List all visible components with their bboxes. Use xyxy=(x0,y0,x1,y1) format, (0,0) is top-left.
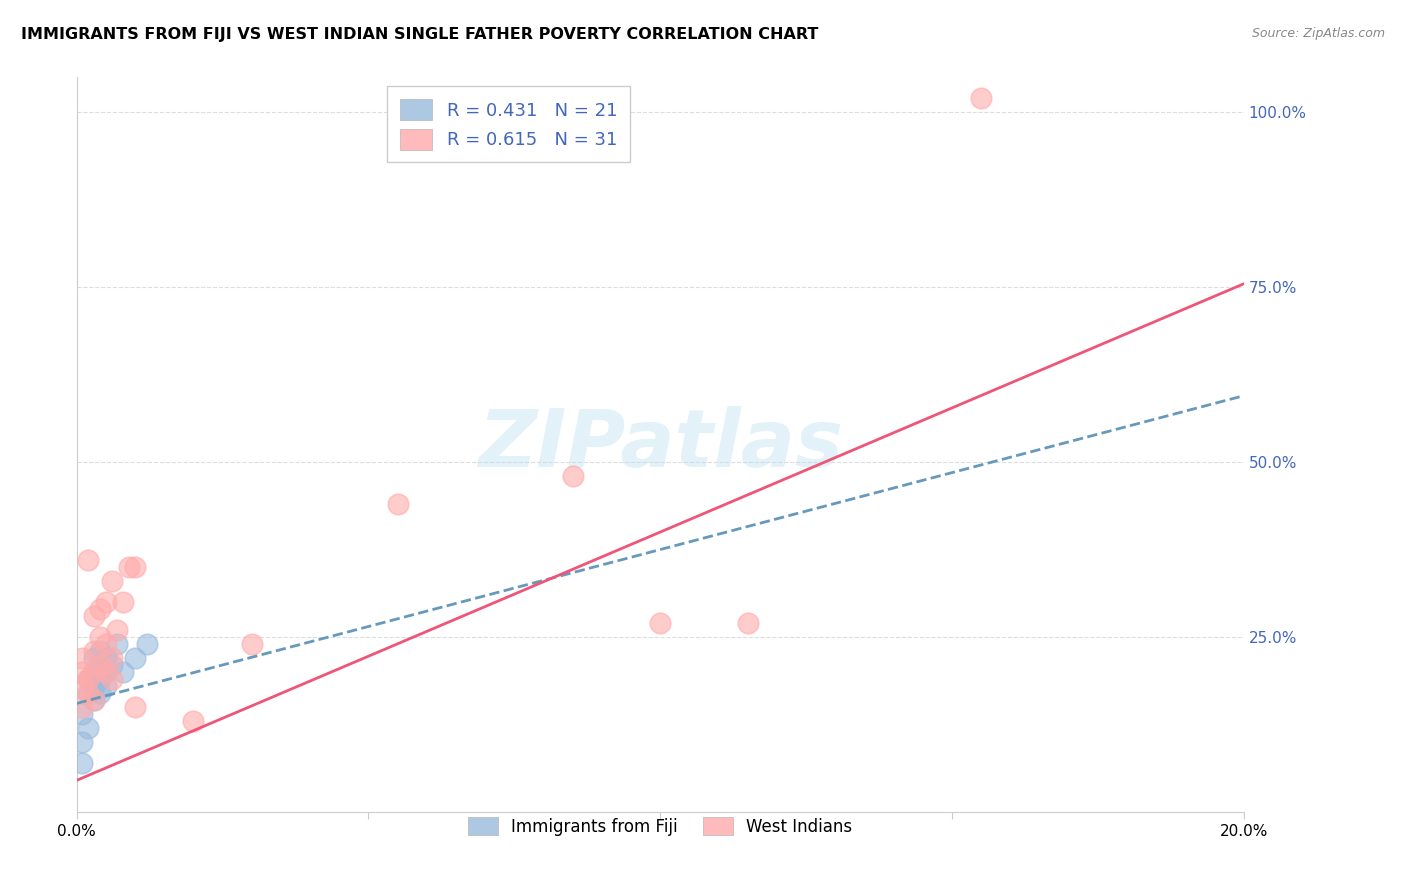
Point xyxy=(83,679,105,693)
Point xyxy=(83,693,105,707)
Point xyxy=(94,665,117,679)
Point xyxy=(100,651,122,665)
Point xyxy=(112,595,135,609)
Legend: Immigrants from Fiji, West Indians: Immigrants from Fiji, West Indians xyxy=(460,809,860,844)
Point xyxy=(181,714,204,728)
Point xyxy=(650,615,672,630)
Point xyxy=(77,672,100,686)
Point xyxy=(737,615,759,630)
Point xyxy=(83,665,105,679)
Point xyxy=(387,497,409,511)
Point xyxy=(89,658,111,673)
Point xyxy=(561,469,583,483)
Point xyxy=(100,658,122,673)
Point xyxy=(89,602,111,616)
Point xyxy=(970,91,993,105)
Point xyxy=(77,686,100,700)
Point xyxy=(94,665,117,679)
Point xyxy=(112,665,135,679)
Point xyxy=(89,630,111,644)
Point xyxy=(77,672,100,686)
Point xyxy=(72,756,94,770)
Point xyxy=(89,672,111,686)
Point xyxy=(124,560,146,574)
Text: ZIPatlas: ZIPatlas xyxy=(478,406,842,483)
Point xyxy=(135,637,157,651)
Point xyxy=(83,609,105,624)
Point xyxy=(100,672,122,686)
Point xyxy=(83,665,105,679)
Point xyxy=(94,595,117,609)
Text: Source: ZipAtlas.com: Source: ZipAtlas.com xyxy=(1251,27,1385,40)
Point xyxy=(124,700,146,714)
Point xyxy=(72,735,94,749)
Point xyxy=(72,700,94,714)
Point xyxy=(83,651,105,665)
Point xyxy=(72,706,94,721)
Point xyxy=(77,721,100,735)
Point xyxy=(107,637,129,651)
Point xyxy=(100,574,122,588)
Point xyxy=(89,644,111,658)
Point xyxy=(72,665,94,679)
Point xyxy=(240,637,263,651)
Point xyxy=(83,644,105,658)
Point xyxy=(124,651,146,665)
Point xyxy=(77,686,100,700)
Point xyxy=(94,651,117,665)
Point xyxy=(94,637,117,651)
Point xyxy=(72,679,94,693)
Point xyxy=(118,560,141,574)
Point xyxy=(77,553,100,567)
Point xyxy=(83,693,105,707)
Point xyxy=(94,679,117,693)
Point xyxy=(89,686,111,700)
Point xyxy=(72,651,94,665)
Point xyxy=(107,623,129,637)
Text: IMMIGRANTS FROM FIJI VS WEST INDIAN SINGLE FATHER POVERTY CORRELATION CHART: IMMIGRANTS FROM FIJI VS WEST INDIAN SING… xyxy=(21,27,818,42)
